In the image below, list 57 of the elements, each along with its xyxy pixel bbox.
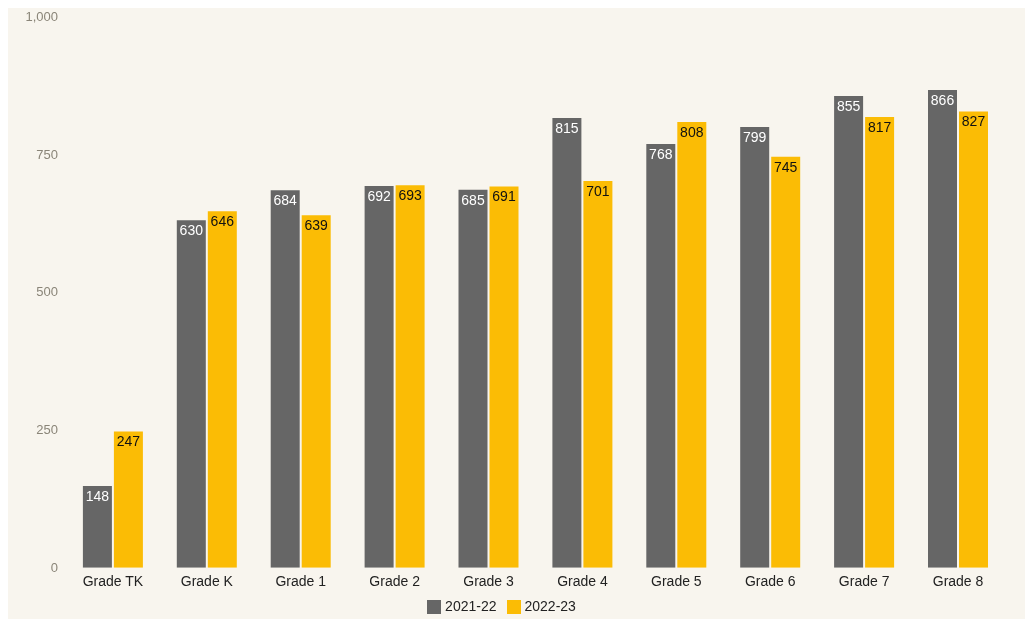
- data-label: 808: [680, 123, 704, 140]
- legend-label: 2021-22: [445, 597, 497, 614]
- x-tick-label: Grade 5: [651, 572, 702, 589]
- x-tick-label: Grade 6: [744, 572, 796, 589]
- data-label: 768: [649, 145, 673, 162]
- x-tick-label: Grade K: [180, 572, 234, 589]
- data-label: 701: [586, 182, 610, 199]
- bar: [207, 211, 237, 568]
- bar: [301, 215, 331, 568]
- x-tick-label: Grade 2: [369, 572, 421, 589]
- data-label: 646: [210, 213, 235, 230]
- y-tick-label: 750: [36, 146, 58, 162]
- data-label: 827: [961, 113, 986, 130]
- data-label: 639: [304, 217, 329, 234]
- data-label: 817: [867, 118, 892, 135]
- y-tick-label: 1,000: [25, 8, 58, 24]
- bar: [677, 121, 707, 568]
- bar: [646, 144, 676, 568]
- bar: [771, 156, 801, 568]
- data-label: 855: [836, 97, 861, 114]
- y-tick-label: 500: [36, 284, 58, 300]
- data-label: 692: [367, 187, 391, 204]
- x-tick-label: Grade 8: [932, 572, 984, 589]
- data-label: 691: [492, 188, 516, 205]
- bar: [865, 116, 895, 568]
- data-label: 815: [555, 120, 579, 137]
- x-tick-label: Grade TK: [82, 572, 144, 589]
- data-label: 148: [85, 487, 110, 504]
- bar: [489, 186, 519, 568]
- bar: [959, 111, 988, 568]
- data-label: 693: [398, 187, 422, 204]
- bar: [834, 96, 864, 568]
- data-label: 799: [743, 128, 767, 145]
- bar: [552, 118, 582, 568]
- x-tick-label: Grade 3: [463, 572, 515, 589]
- x-tick-label: Grade 1: [275, 572, 327, 589]
- bar: [458, 189, 488, 568]
- bar: [928, 89, 957, 568]
- bar: [270, 190, 300, 568]
- data-label: 685: [461, 191, 485, 208]
- bar: [395, 185, 425, 568]
- data-label: 745: [774, 158, 798, 175]
- data-label: 247: [116, 433, 141, 450]
- bar: [113, 431, 143, 568]
- y-tick-label: 0: [50, 560, 58, 576]
- legend-label: 2022-23: [524, 597, 576, 614]
- data-label: 866: [930, 91, 955, 108]
- data-label: 684: [273, 192, 298, 209]
- bar: [583, 180, 613, 568]
- x-tick-label: Grade 7: [838, 572, 890, 589]
- bar: [740, 126, 770, 568]
- x-tick-label: Grade 4: [557, 572, 608, 589]
- bar: [364, 185, 394, 568]
- bar: [176, 220, 206, 568]
- bar: [82, 486, 112, 568]
- y-tick-label: 250: [36, 422, 58, 438]
- data-label: 630: [179, 222, 204, 239]
